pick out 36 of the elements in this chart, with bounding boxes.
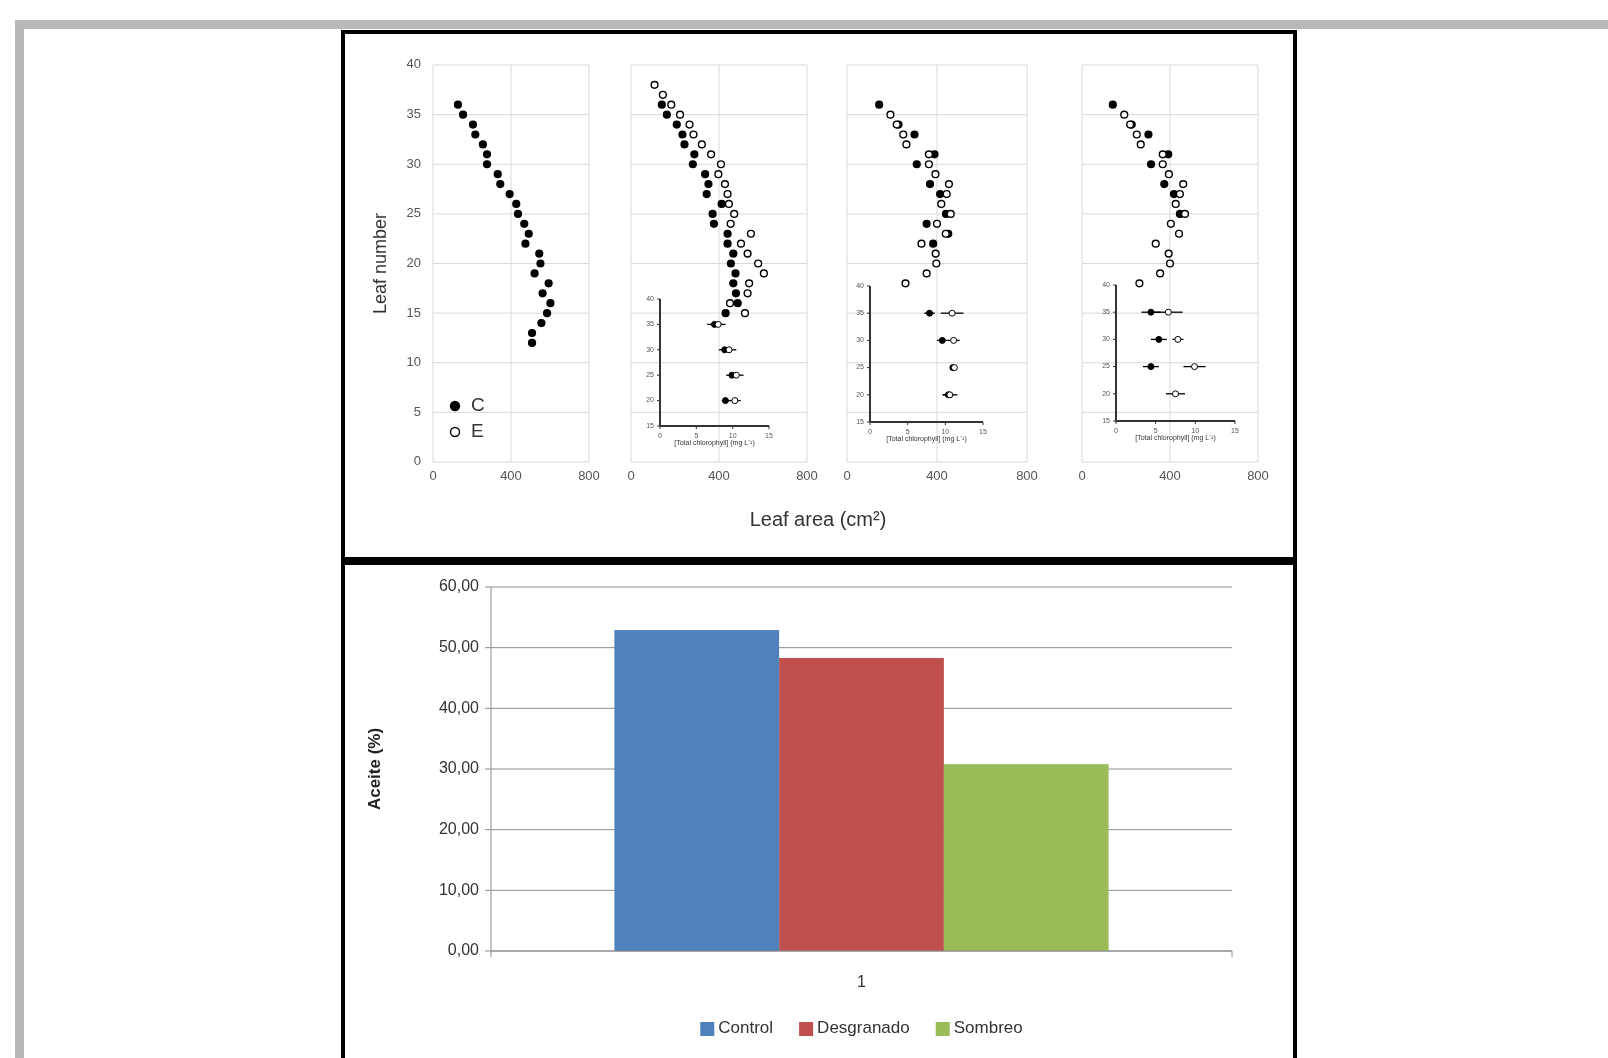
y-tick-label: 50,00	[438, 637, 480, 655]
x-tick-label: 400	[500, 468, 522, 484]
y-tick-label: 5	[413, 403, 421, 419]
x-tick-label: 800	[578, 468, 600, 484]
y-tick-label: 15	[406, 304, 421, 320]
legend-label: Sombreo	[953, 1018, 1023, 1038]
y-tick-label: 40	[406, 56, 421, 72]
y-axis-title: Aceite (%)	[365, 727, 385, 811]
x-tick-label: 0	[1078, 468, 1086, 484]
x-tick-label: 800	[1247, 468, 1269, 484]
x-tick-label: 400	[1159, 468, 1181, 484]
x-tick-label: 400	[926, 468, 948, 484]
legend-label: C	[471, 394, 485, 416]
y-tick-label: 20,00	[438, 819, 480, 837]
y-tick-label: 10	[406, 354, 421, 370]
y-tick-label: 60,00	[438, 577, 480, 595]
x-tick-label: 0	[627, 468, 635, 484]
legend-label: Control	[718, 1018, 774, 1038]
x-tick-label: 1	[857, 973, 867, 991]
y-tick-label: 40,00	[438, 698, 480, 716]
y-tick-label: 30,00	[438, 759, 480, 777]
x-tick-label: 0	[843, 468, 851, 484]
y-tick-label: 30	[406, 155, 421, 171]
x-tick-label: 800	[796, 468, 818, 484]
x-axis-title: Leaf area (cm²)	[749, 508, 887, 530]
y-tick-label: 35	[406, 106, 421, 122]
y-tick-label: 0,00	[447, 941, 480, 959]
x-tick-label: 800	[1016, 468, 1038, 484]
legend-label: E	[471, 420, 484, 442]
legend-label: Desgranado	[817, 1018, 910, 1038]
y-axis-title: Leaf number	[369, 212, 390, 315]
y-tick-label: 0	[413, 453, 421, 469]
x-tick-label: 400	[708, 468, 730, 484]
y-tick-label: 10,00	[438, 880, 480, 898]
y-tick-label: 25	[406, 205, 421, 221]
y-tick-label: 20	[406, 254, 421, 270]
